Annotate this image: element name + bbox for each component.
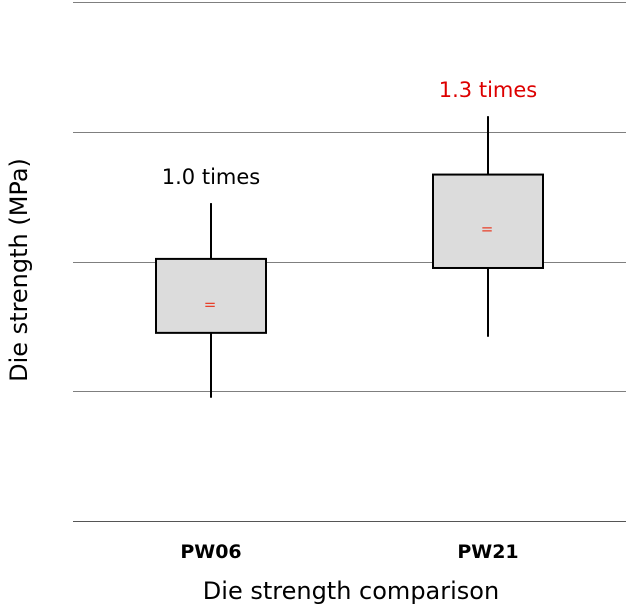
ratio-annotation: 1.0 times [162, 165, 260, 189]
mean-marker: = [481, 220, 494, 238]
box [155, 257, 267, 334]
box-group-pw21: = [432, 116, 544, 337]
boxes: == [155, 116, 544, 398]
x-tick-label: PW21 [457, 541, 518, 563]
box-group-pw06: = [155, 203, 267, 398]
x-axis-title: Die strength comparison [203, 577, 499, 605]
x-tick-label: PW06 [180, 541, 241, 563]
ratio-annotation: 1.3 times [439, 78, 537, 102]
box [432, 173, 544, 269]
y-axis-title: Die strength (MPa) [5, 158, 33, 382]
mean-marker: = [204, 295, 217, 313]
labels: 1.0 times PW06 1.3 times PW21 [162, 78, 537, 563]
